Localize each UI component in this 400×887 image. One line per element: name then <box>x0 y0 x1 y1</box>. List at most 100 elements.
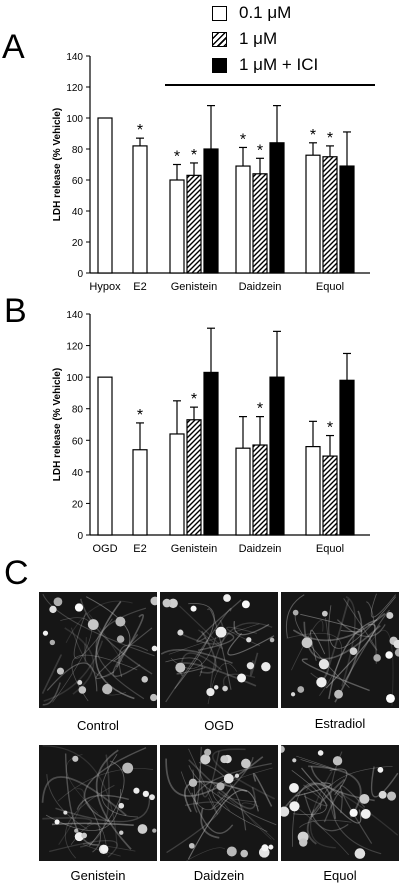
cell-body <box>321 610 328 617</box>
bar <box>339 165 355 274</box>
neurite <box>188 748 218 815</box>
neurite <box>300 613 363 633</box>
micrograph-genistein <box>39 745 157 861</box>
cell-body <box>318 659 330 670</box>
y-tick-label: 80 <box>72 145 84 156</box>
neurite <box>252 773 273 807</box>
cell-body <box>290 692 296 697</box>
neurite <box>191 792 234 834</box>
cell-body <box>49 639 56 646</box>
neurite <box>198 761 247 831</box>
bar <box>169 179 185 274</box>
neurite <box>168 623 260 655</box>
category-label: Hypox <box>89 281 121 293</box>
neurite <box>301 658 370 692</box>
neurite <box>370 593 396 618</box>
neurite <box>303 621 381 660</box>
cell-body <box>116 635 125 643</box>
cell-body <box>316 677 327 688</box>
micrograph-image <box>39 745 157 861</box>
micrograph-equol <box>281 745 399 861</box>
bar <box>322 156 338 274</box>
neurite <box>296 755 337 771</box>
caption-control: Control <box>77 718 119 733</box>
y-tick-label: 40 <box>72 468 84 479</box>
neurite <box>305 784 399 836</box>
neurite <box>343 598 378 651</box>
micrograph-daidzein <box>160 745 278 861</box>
category-label: Genistein <box>171 543 217 555</box>
bar <box>203 371 219 536</box>
bar <box>132 449 148 536</box>
cell-body <box>162 598 172 608</box>
y-tick-label: 0 <box>77 531 83 542</box>
neurite <box>286 632 343 696</box>
bar <box>269 142 285 274</box>
cell-body <box>87 619 99 630</box>
neurite <box>43 640 104 702</box>
y-tick-label: 20 <box>72 238 84 249</box>
neurite <box>41 654 62 694</box>
micrograph-image <box>160 745 278 861</box>
cell-body <box>386 791 397 801</box>
significance-marker: * <box>137 407 143 424</box>
cell-body <box>385 651 393 659</box>
neurite <box>292 612 386 642</box>
bar <box>186 174 202 274</box>
neurite <box>241 802 272 840</box>
bar <box>186 419 202 536</box>
neurite <box>115 614 144 668</box>
neurite <box>310 629 326 661</box>
cell-body <box>100 845 109 853</box>
legend-label-low-dose: 0.1 μM <box>239 3 292 22</box>
neurite <box>339 785 373 844</box>
neurite <box>64 753 99 846</box>
neurite <box>95 607 147 700</box>
neurite <box>180 652 223 671</box>
cell-body <box>378 790 387 799</box>
neurite <box>45 789 122 831</box>
bar <box>97 117 113 274</box>
cell-body <box>206 687 215 697</box>
cell-body <box>74 603 84 612</box>
bar <box>305 446 321 536</box>
micrograph-image <box>281 745 399 861</box>
neurite <box>58 788 85 846</box>
chart-panel-b: 0 20 40 60 80 100 120 140 LDH release (% Vehicle… <box>52 310 370 555</box>
neurite <box>199 630 217 674</box>
cell-body <box>213 685 219 690</box>
significance-marker: * <box>257 142 263 159</box>
neurite <box>83 747 147 823</box>
neurite <box>42 745 118 847</box>
neurite <box>329 768 348 796</box>
neurite <box>176 667 206 675</box>
neurite <box>88 613 123 663</box>
neurite <box>179 605 224 650</box>
cell-body <box>360 808 371 819</box>
cell-body <box>240 849 249 858</box>
cell-body <box>152 828 157 833</box>
cell-body <box>301 637 313 649</box>
neurite <box>328 596 397 649</box>
cell-body <box>241 758 251 769</box>
significance-marker: * <box>137 122 143 139</box>
category-label: Daidzein <box>239 543 282 555</box>
neurite <box>299 819 352 828</box>
neurite <box>209 622 273 689</box>
neurite <box>165 756 264 797</box>
neurite <box>42 817 93 826</box>
category-label: E2 <box>133 281 146 293</box>
y-tick-label: 120 <box>66 83 83 94</box>
cell-body <box>223 594 231 602</box>
caption-equol: Equol <box>323 868 357 883</box>
cell-body <box>74 828 79 833</box>
micrograph-image <box>281 592 399 708</box>
legend-label-high-dose-ici: 1 μM + ICI <box>239 55 319 74</box>
bar <box>339 379 355 536</box>
cell-body <box>393 639 399 649</box>
caption-estradiol: Estradiol <box>314 716 366 731</box>
cell-body <box>190 605 197 612</box>
neurite <box>200 807 220 839</box>
neurite <box>222 673 256 688</box>
cell-body <box>81 832 88 839</box>
